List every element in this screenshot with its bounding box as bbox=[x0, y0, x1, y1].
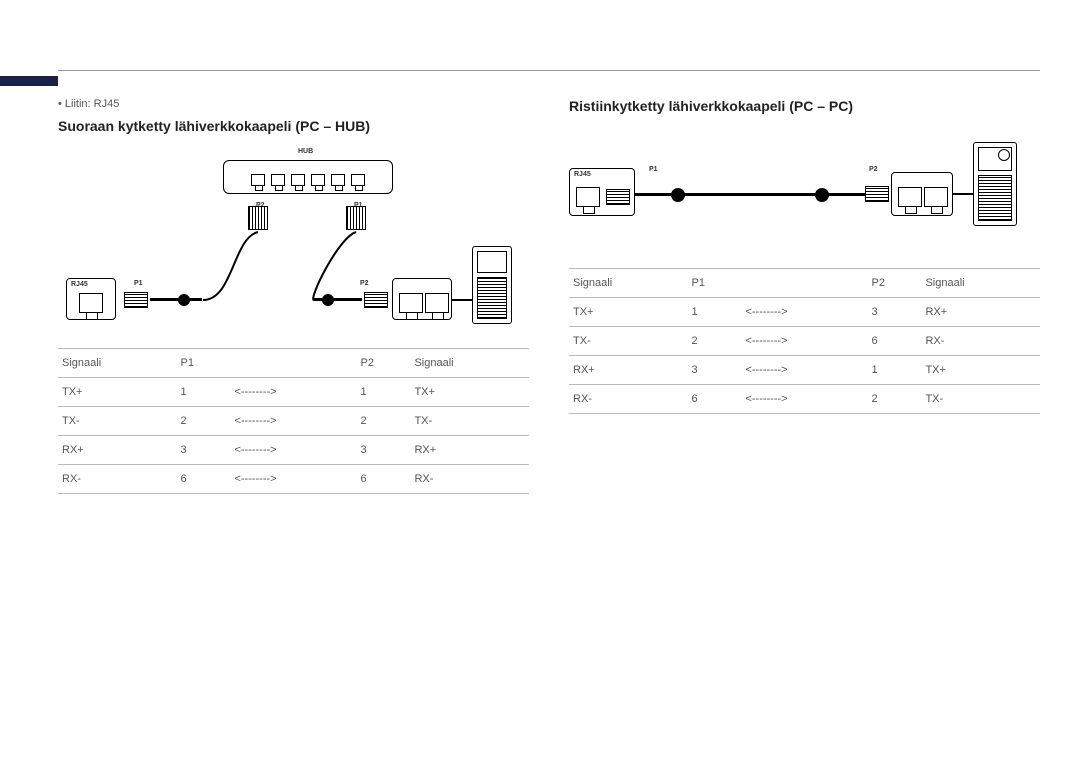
table-cell: 1 bbox=[176, 378, 230, 407]
cable-paths-icon bbox=[569, 128, 1040, 258]
table-row: RX+3<-------->3RX+ bbox=[58, 436, 529, 465]
table-cell: RX+ bbox=[921, 298, 1040, 327]
table-row: RX+3<-------->1TX+ bbox=[569, 356, 1040, 385]
table-cell: 6 bbox=[357, 465, 411, 494]
table-header-row: Signaali P1 P2 Signaali bbox=[58, 349, 529, 378]
col-header: Signaali bbox=[921, 269, 1040, 298]
cable-paths-icon bbox=[58, 148, 529, 338]
table-cell: 3 bbox=[868, 298, 922, 327]
right-pin-table: Signaali P1 P2 Signaali TX+1<-------->3R… bbox=[569, 268, 1040, 414]
table-cell: <--------> bbox=[230, 465, 356, 494]
table-cell: RX+ bbox=[58, 436, 176, 465]
table-cell: 3 bbox=[357, 436, 411, 465]
col-header bbox=[230, 349, 356, 378]
table-cell: TX+ bbox=[921, 356, 1040, 385]
table-cell: 6 bbox=[868, 327, 922, 356]
table-cell: 1 bbox=[868, 356, 922, 385]
table-cell: 1 bbox=[687, 298, 741, 327]
table-cell: <--------> bbox=[741, 385, 867, 414]
table-cell: 3 bbox=[176, 436, 230, 465]
left-section-title: Suoraan kytketty lähiverkkokaapeli (PC –… bbox=[58, 118, 529, 134]
col-header: P1 bbox=[687, 269, 741, 298]
left-table-body: TX+1<-------->1TX+TX-2<-------->2TX-RX+3… bbox=[58, 378, 529, 494]
table-cell: TX+ bbox=[58, 378, 176, 407]
col-header: P1 bbox=[176, 349, 230, 378]
table-cell: 6 bbox=[687, 385, 741, 414]
table-cell: <--------> bbox=[741, 327, 867, 356]
table-cell: RX- bbox=[921, 327, 1040, 356]
table-header-row: Signaali P1 P2 Signaali bbox=[569, 269, 1040, 298]
right-diagram: RJ45 P1 P2 bbox=[569, 128, 1040, 258]
table-cell: 2 bbox=[868, 385, 922, 414]
accent-bar bbox=[0, 76, 58, 86]
table-cell: 6 bbox=[176, 465, 230, 494]
table-cell: 1 bbox=[357, 378, 411, 407]
right-table-body: TX+1<-------->3RX+TX-2<-------->6RX-RX+3… bbox=[569, 298, 1040, 414]
table-cell: <--------> bbox=[741, 298, 867, 327]
table-cell: 2 bbox=[176, 407, 230, 436]
left-pin-table: Signaali P1 P2 Signaali TX+1<-------->1T… bbox=[58, 348, 529, 494]
col-header: P2 bbox=[868, 269, 922, 298]
right-section-title: Ristiinkytketty lähiverkkokaapeli (PC – … bbox=[569, 98, 1040, 114]
page-top-rule bbox=[58, 70, 1040, 71]
table-cell: TX+ bbox=[410, 378, 529, 407]
table-cell: TX- bbox=[58, 407, 176, 436]
table-cell: TX- bbox=[921, 385, 1040, 414]
col-header: Signaali bbox=[58, 349, 176, 378]
col-header: Signaali bbox=[569, 269, 687, 298]
table-cell: <--------> bbox=[230, 436, 356, 465]
connector-bullet: Liitin: RJ45 bbox=[58, 98, 529, 110]
table-row: RX-6<-------->2TX- bbox=[569, 385, 1040, 414]
col-header: Signaali bbox=[410, 349, 529, 378]
table-cell: RX+ bbox=[569, 356, 687, 385]
table-cell: RX- bbox=[58, 465, 176, 494]
table-row: TX-2<-------->2TX- bbox=[58, 407, 529, 436]
table-row: RX-6<-------->6RX- bbox=[58, 465, 529, 494]
table-cell: 2 bbox=[357, 407, 411, 436]
col-header: P2 bbox=[357, 349, 411, 378]
table-cell: RX- bbox=[410, 465, 529, 494]
col-header bbox=[741, 269, 867, 298]
table-cell: 3 bbox=[687, 356, 741, 385]
table-cell: <--------> bbox=[741, 356, 867, 385]
right-column: Ristiinkytketty lähiverkkokaapeli (PC – … bbox=[569, 98, 1040, 494]
table-cell: RX+ bbox=[410, 436, 529, 465]
left-diagram: HUB P2 P1 RJ45 P1 P2 bbox=[58, 148, 529, 338]
table-cell: TX- bbox=[410, 407, 529, 436]
table-row: TX-2<-------->6RX- bbox=[569, 327, 1040, 356]
table-cell: <--------> bbox=[230, 407, 356, 436]
table-row: TX+1<-------->1TX+ bbox=[58, 378, 529, 407]
left-column: Liitin: RJ45 Suoraan kytketty lähiverkko… bbox=[58, 98, 529, 494]
table-cell: <--------> bbox=[230, 378, 356, 407]
content-columns: Liitin: RJ45 Suoraan kytketty lähiverkko… bbox=[58, 98, 1040, 494]
table-cell: TX+ bbox=[569, 298, 687, 327]
table-cell: TX- bbox=[569, 327, 687, 356]
table-cell: 2 bbox=[687, 327, 741, 356]
table-row: TX+1<-------->3RX+ bbox=[569, 298, 1040, 327]
table-cell: RX- bbox=[569, 385, 687, 414]
